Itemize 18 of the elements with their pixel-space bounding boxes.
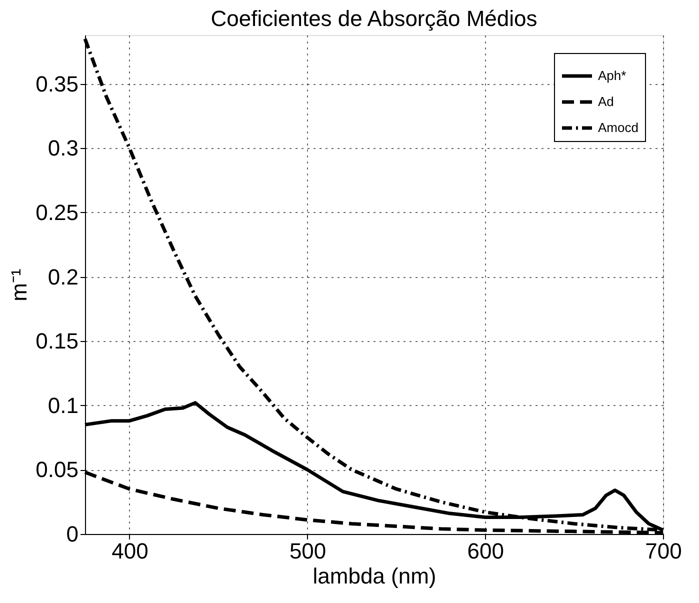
y-tick-label: 0.05 <box>36 457 78 482</box>
y-tick-label: 0.3 <box>48 136 78 161</box>
legend-label: Amocd <box>598 120 638 135</box>
legend-label: Aph* <box>598 68 626 83</box>
legend-label: Ad <box>598 94 614 109</box>
y-tick-label: 0.25 <box>36 200 78 225</box>
y-tick-label: 0.1 <box>48 392 78 418</box>
y-tick-label: 0.2 <box>48 264 78 290</box>
y-tick-label: 0.35 <box>36 71 78 96</box>
chart-title: Coeficientes de Absorção Médios <box>210 6 538 31</box>
y-tick-label: 0 <box>66 522 78 546</box>
y-tick-label: 0.15 <box>36 328 78 354</box>
x-tick-label: 500 <box>289 538 326 564</box>
x-tick-label: 400 <box>112 538 148 564</box>
y-axis-title: m⁻¹ <box>6 268 32 302</box>
x-tick-label: 700 <box>645 538 682 564</box>
x-tick-label: 600 <box>467 538 504 564</box>
x-axis-title: lambda (nm) <box>312 564 436 588</box>
